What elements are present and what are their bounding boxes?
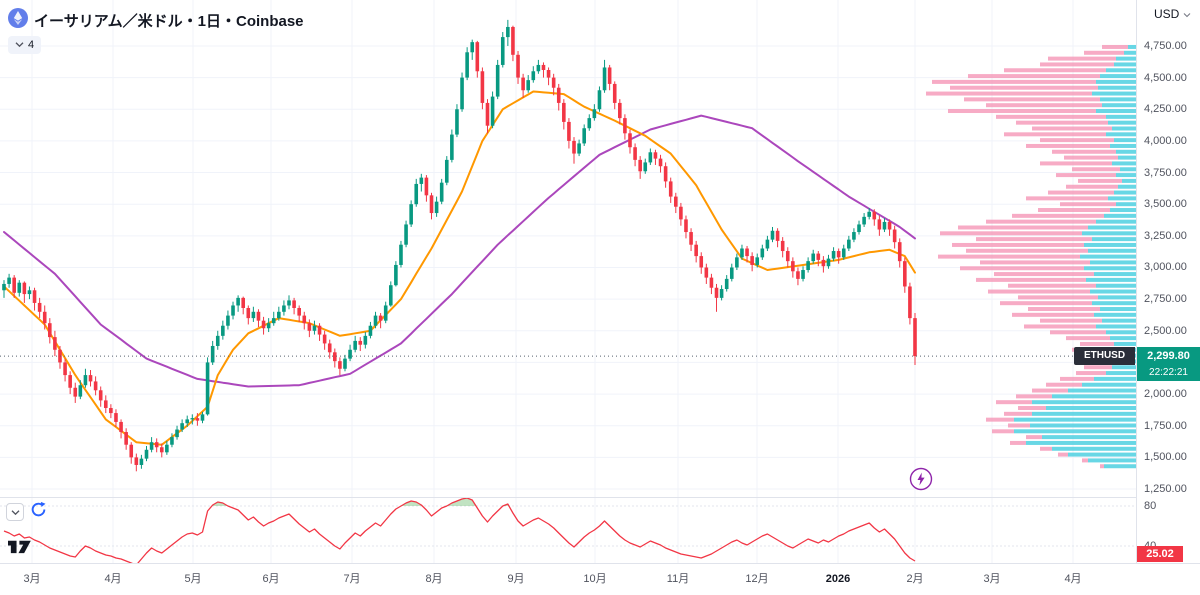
last-price-chip: 2,299.80: [1137, 347, 1200, 366]
time-tick-label: 2月: [906, 573, 924, 585]
oscillator-value-badge: 25.02: [1137, 546, 1183, 562]
price-tick-label: 4,750.00: [1144, 39, 1187, 52]
time-tick-label: 8月: [425, 573, 443, 585]
time-tick-label: 9月: [507, 573, 525, 585]
time-tick-label: 12月: [745, 573, 769, 585]
time-tick-label: 4月: [104, 573, 122, 585]
price-tick-label: 1,250.00: [1144, 483, 1187, 496]
price-tick-label: 2,000.00: [1144, 388, 1187, 401]
price-tick-label: 4,500.00: [1144, 71, 1187, 84]
price-tick-label: 1,500.00: [1144, 451, 1187, 464]
time-tick-label: 5月: [184, 573, 202, 585]
price-tick-label: 2,750.00: [1144, 293, 1187, 306]
ethereum-logo-icon: [8, 8, 28, 33]
oscillator-tick-label: 80: [1144, 500, 1157, 512]
pane-divider[interactable]: [0, 497, 1200, 498]
bar-countdown-chip: 22:22:21: [1137, 365, 1200, 382]
time-tick-label: 6月: [262, 573, 280, 585]
time-axis[interactable]: 3月 4月 5月 6月 7月 8月 9月 10月 11月 12月 2026 2月 3月 4月: [0, 563, 1200, 595]
price-tick-label: 3,000.00: [1144, 261, 1187, 274]
last-price-symbol-chip: ETHUSD: [1074, 347, 1135, 366]
currency-selector-button[interactable]: USD: [1148, 6, 1198, 22]
legend-collapse-button[interactable]: 4: [8, 36, 42, 54]
cycle-icon: [30, 501, 47, 523]
time-tick-label: 7月: [343, 573, 361, 585]
caret-down-icon: [1183, 7, 1191, 21]
price-tick-label: 3,250.00: [1144, 229, 1187, 242]
time-tick-label: 10月: [583, 573, 607, 585]
time-tick-label: 3月: [23, 573, 41, 585]
price-axis[interactable]: 4,750.00 4,500.00 4,250.00 4,000.00 3,750.00…: [1136, 0, 1200, 563]
price-tick-label: 4,000.00: [1144, 134, 1187, 147]
hidden-indicators-count: 4: [28, 39, 35, 51]
price-tick-label: 3,500.00: [1144, 198, 1187, 211]
time-tick-label: 4月: [1064, 573, 1082, 585]
chevron-down-icon: [15, 39, 24, 51]
price-tick-label: 4,250.00: [1144, 103, 1187, 116]
price-tick-label: 3,750.00: [1144, 166, 1187, 179]
time-tick-label: 2026: [825, 573, 851, 585]
oscillator-collapse-button[interactable]: [6, 503, 24, 521]
price-tick-label: 2,500.00: [1144, 324, 1187, 337]
symbol-title[interactable]: イーサリアム／米ドル・1日・Coinbase: [34, 13, 304, 30]
currency-label: USD: [1154, 7, 1180, 21]
symbol-legend: イーサリアム／米ドル・1日・Coinbase: [8, 8, 304, 33]
oscillator-legend: [6, 501, 47, 523]
price-chart-canvas[interactable]: [0, 0, 1136, 497]
lightning-icon[interactable]: [909, 467, 933, 491]
time-tick-label: 3月: [983, 573, 1001, 585]
tradingview-logo[interactable]: [8, 537, 46, 561]
oscillator-pane-canvas[interactable]: [0, 497, 1136, 563]
time-tick-label: 11月: [666, 573, 690, 585]
price-tick-label: 1,750.00: [1144, 419, 1187, 432]
